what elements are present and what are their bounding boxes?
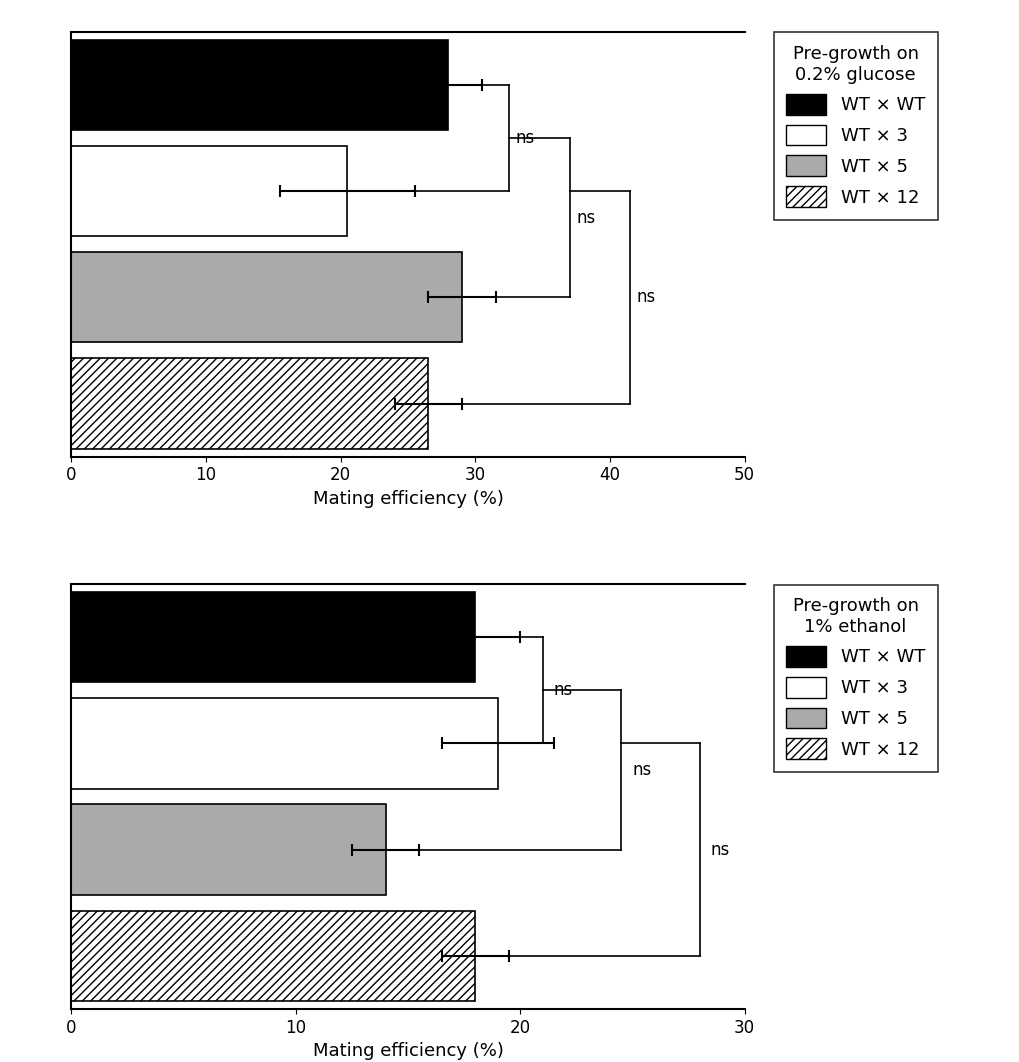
Text: ns: ns <box>632 761 651 778</box>
Legend: WT × WT, WT × 3, WT × 5, WT × 12: WT × WT, WT × 3, WT × 5, WT × 12 <box>773 585 936 772</box>
Text: ns: ns <box>553 682 573 699</box>
X-axis label: Mating efficiency (%): Mating efficiency (%) <box>312 490 503 508</box>
Legend: WT × WT, WT × 3, WT × 5, WT × 12: WT × WT, WT × 3, WT × 5, WT × 12 <box>773 33 936 220</box>
Bar <box>71 147 347 237</box>
Text: ns: ns <box>636 289 655 306</box>
Text: A: A <box>85 45 100 65</box>
Bar <box>71 805 385 894</box>
Bar <box>71 253 462 343</box>
Bar <box>71 911 475 1001</box>
Text: ns: ns <box>710 841 730 858</box>
Bar <box>71 592 475 683</box>
Text: ns: ns <box>576 209 595 226</box>
Bar <box>71 40 448 131</box>
Text: ns: ns <box>516 130 534 147</box>
Bar <box>71 699 497 789</box>
Text: B: B <box>85 597 100 617</box>
X-axis label: Mating efficiency (%): Mating efficiency (%) <box>312 1042 503 1060</box>
Bar <box>71 359 428 449</box>
